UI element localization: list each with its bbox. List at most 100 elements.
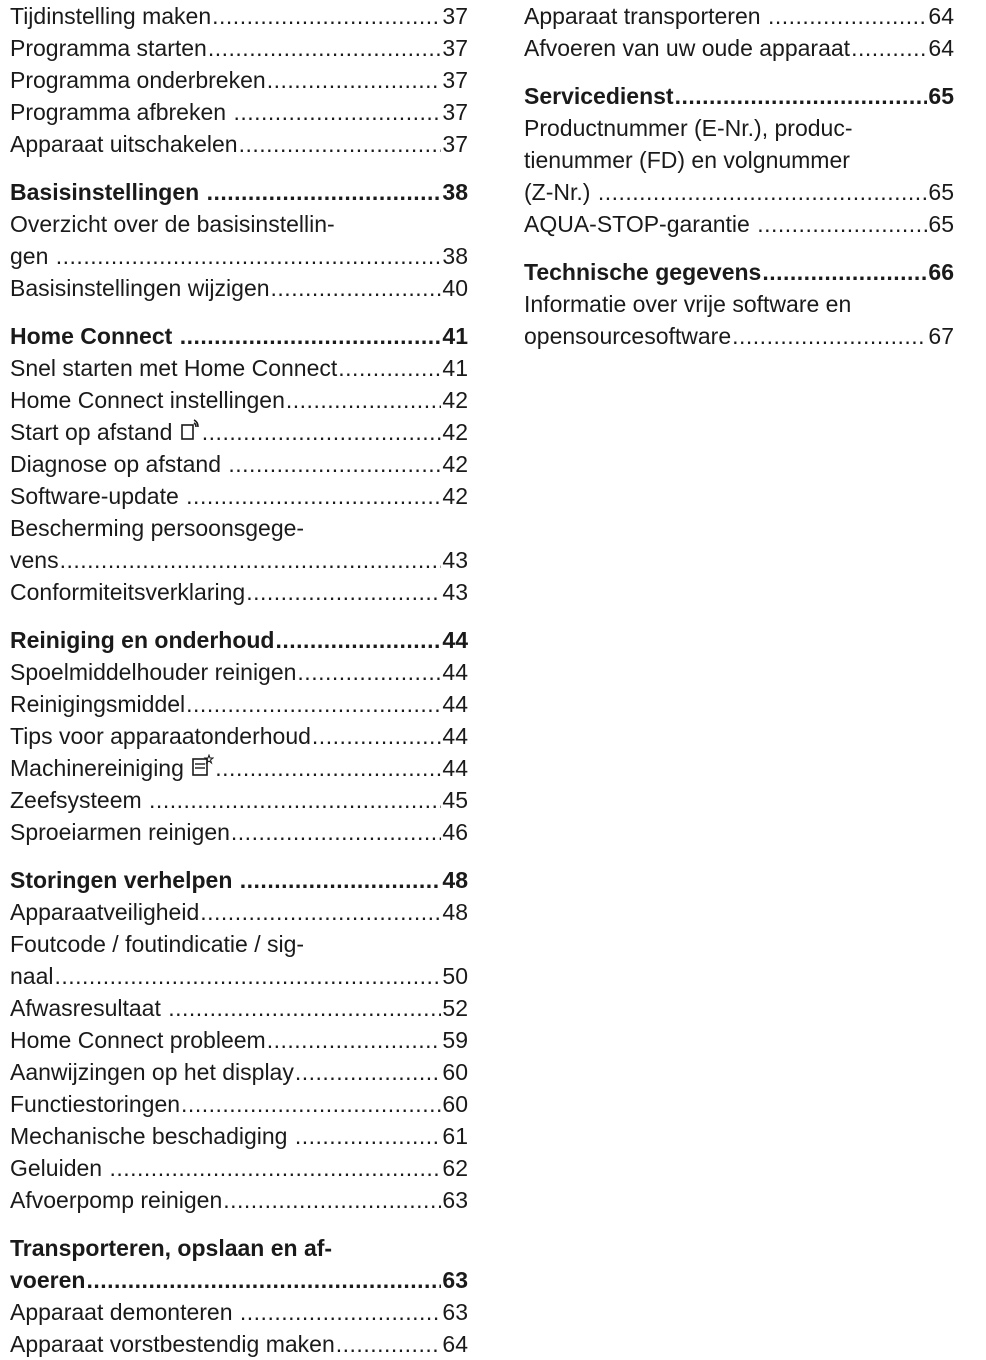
toc-entry-text: Overzicht over de basisinstellin- (10, 211, 335, 237)
toc-entry-text: Zeefsysteem (10, 787, 149, 813)
dot-leader: ........................................… (311, 723, 441, 749)
toc-page-number: 42 (442, 451, 468, 477)
toc-entry[interactable]: Programma starten.......................… (10, 32, 468, 64)
toc-entry-text: Productnummer (E-Nr.), produc- (524, 115, 853, 141)
dot-leader: ........................................… (294, 1059, 442, 1085)
dot-leader: ........................................… (767, 3, 928, 29)
toc-entry[interactable]: Apparaat vorstbestendig maken...........… (10, 1328, 468, 1360)
dot-leader: ........................................… (109, 1155, 442, 1181)
dot-leader: ........................................… (338, 355, 442, 381)
toc-entry-text: Storingen verhelpen (10, 867, 239, 893)
toc-entry[interactable]: Start op afstand .......................… (10, 416, 468, 448)
toc-entry[interactable]: Apparaatveiligheid......................… (10, 896, 468, 928)
toc-entry-text: Programma starten (10, 35, 207, 61)
dot-leader: ........................................… (246, 579, 441, 605)
toc-entry[interactable]: Apparaat demonteren ....................… (10, 1296, 468, 1328)
toc-entry[interactable]: Programma afbreken .....................… (10, 96, 468, 128)
toc-entry[interactable]: Aanwijzingen op het display.............… (10, 1056, 468, 1088)
toc-entry[interactable]: Programma onderbreken...................… (10, 64, 468, 96)
toc-entry[interactable]: Reinigingsmiddel........................… (10, 688, 468, 720)
toc-page-number: 48 (442, 899, 468, 925)
toc-entry-text: Bescherming persoonsgege- (10, 515, 305, 541)
toc-page-number: 43 (442, 547, 468, 573)
toc-entry-text: Software-update (10, 483, 186, 509)
toc-entry[interactable]: Zeefsysteem ............................… (10, 784, 468, 816)
dot-leader: ........................................… (270, 275, 442, 301)
toc-entry[interactable]: Overzicht over de basisinstellin-gen ...… (10, 208, 468, 272)
dot-leader: ........................................… (215, 755, 441, 781)
toc-entry[interactable]: Conformiteitsverklaring.................… (10, 576, 468, 608)
toc-entry-text: Conformiteitsverklaring (10, 579, 246, 605)
dot-leader: ........................................… (207, 35, 442, 61)
toc-page-number: 66 (928, 259, 954, 285)
toc-entry-text: opensourcesoftware (524, 323, 732, 349)
toc-entry-text: Mechanische beschadiging (10, 1123, 294, 1149)
toc-page-number: 61 (442, 1123, 468, 1149)
toc-entry[interactable]: Tijdinstelling maken....................… (10, 0, 468, 32)
toc-page-number: 37 (442, 3, 468, 29)
toc-page-number: 43 (442, 579, 468, 605)
toc-entry[interactable]: AQUA-STOP-garantie .....................… (524, 208, 954, 240)
toc-entry[interactable]: Mechanische beschadiging ...............… (10, 1120, 468, 1152)
toc-entry[interactable]: Functiestoringen........................… (10, 1088, 468, 1120)
toc-entry[interactable]: Afvoeren van uw oude apparaat...........… (524, 32, 954, 64)
toc-entry[interactable]: Tips voor apparaatonderhoud.............… (10, 720, 468, 752)
toc-entry[interactable]: Bescherming persoonsgege-vens...........… (10, 512, 468, 576)
dot-leader: ........................................… (230, 819, 442, 845)
dot-leader: ........................................… (597, 179, 928, 205)
dot-leader: ........................................… (285, 387, 442, 413)
dot-leader: ........................................… (239, 1299, 442, 1325)
toc-entry-text: Home Connect probleem (10, 1027, 266, 1053)
toc-page-number: 65 (928, 211, 954, 237)
toc-entry[interactable]: Home Connect probleem...................… (10, 1024, 468, 1056)
dot-leader: ........................................… (228, 451, 442, 477)
dot-leader: ........................................… (59, 547, 442, 573)
toc-page-number: 48 (442, 867, 468, 893)
toc-entry[interactable]: Home Connect instellingen...............… (10, 384, 468, 416)
toc-entry[interactable]: Snel starten met Home Connect...........… (10, 352, 468, 384)
toc-page-number: 62 (442, 1155, 468, 1181)
toc-section-heading[interactable]: Home Connect ...........................… (10, 320, 468, 352)
toc-entry[interactable]: Software-update ........................… (10, 480, 468, 512)
machine-care-icon (192, 752, 215, 784)
dot-leader: ........................................… (266, 1027, 442, 1053)
toc-entry-text: Programma afbreken (10, 99, 233, 125)
toc-entry[interactable]: Apparaat transporteren .................… (524, 0, 954, 32)
toc-page-number: 41 (442, 355, 468, 381)
toc-entry-text: Geluiden (10, 1155, 109, 1181)
toc-page-number: 44 (442, 723, 468, 749)
toc-entry[interactable]: Afvoerpomp reinigen.....................… (10, 1184, 468, 1216)
toc-entry[interactable]: Apparaat uitschakelen...................… (10, 128, 468, 160)
toc-page-number: 45 (442, 787, 468, 813)
toc-entry-text: Start op afstand (10, 419, 179, 445)
toc-page-number: 44 (442, 627, 468, 653)
toc-section-heading[interactable]: Basisinstellingen ......................… (10, 176, 468, 208)
toc-section-heading[interactable]: Technische gegevens.....................… (524, 256, 954, 288)
toc-page-number: 44 (442, 691, 468, 717)
toc-section-heading[interactable]: Storingen verhelpen ....................… (10, 864, 468, 896)
toc-entry[interactable]: Diagnose op afstand ....................… (10, 448, 468, 480)
dot-leader: ........................................… (335, 1331, 442, 1357)
toc-page-number: 42 (442, 483, 468, 509)
dot-leader: ........................................… (149, 787, 442, 813)
toc-entry[interactable]: Afwasresultaat .........................… (10, 992, 468, 1024)
toc-page-number: 42 (442, 387, 468, 413)
toc-entry-text: Servicedienst (524, 83, 674, 109)
toc-entry[interactable]: Machinereiniging .......................… (10, 752, 468, 784)
dot-leader: ........................................… (851, 35, 928, 61)
toc-section-heading[interactable]: Servicedienst...........................… (524, 80, 954, 112)
toc-entry[interactable]: Spoelmiddelhouder reinigen..............… (10, 656, 468, 688)
toc-entry[interactable]: Sproeiarmen reinigen....................… (10, 816, 468, 848)
toc-page-number: 67 (928, 323, 954, 349)
toc-section-heading[interactable]: Transporteren, opslaan en af-voeren.....… (10, 1232, 468, 1296)
toc-entry-text: Reinigingsmiddel (10, 691, 186, 717)
toc-section-heading[interactable]: Reiniging en onderhoud..................… (10, 624, 468, 656)
toc-entry[interactable]: Informatie over vrije software en opensou… (524, 288, 954, 352)
toc-entry[interactable]: Geluiden ...............................… (10, 1152, 468, 1184)
toc-entry[interactable]: Foutcode / foutindicatie / sig-naal.....… (10, 928, 468, 992)
toc-entry-text: Informatie over vrije software en (524, 291, 852, 317)
toc-entry[interactable]: Productnummer (E-Nr.), produc-tienummer … (524, 112, 954, 208)
dot-leader: ........................................… (294, 1123, 442, 1149)
toc-entry[interactable]: Basisinstellingen wijzigen..............… (10, 272, 468, 304)
toc-entry-text: tienummer (FD) en volgnummer (524, 147, 850, 173)
